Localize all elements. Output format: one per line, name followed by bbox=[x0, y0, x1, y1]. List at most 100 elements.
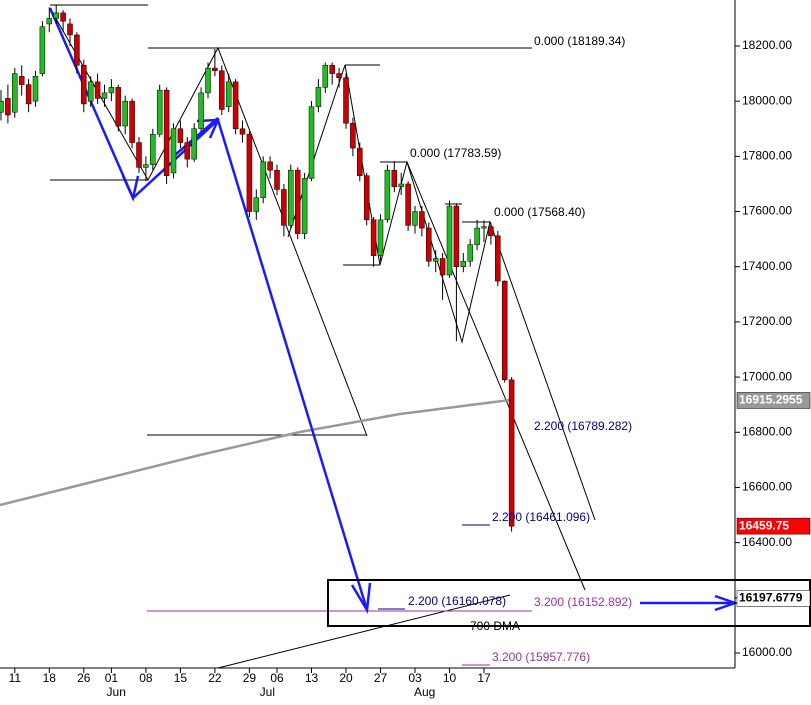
candle-body bbox=[101, 92, 108, 99]
candle-body bbox=[46, 18, 53, 25]
month-label: Jul bbox=[260, 685, 275, 699]
x-tick-label: 17 bbox=[477, 671, 491, 685]
x-tick-label: 20 bbox=[339, 671, 353, 685]
candle-body bbox=[308, 106, 315, 179]
annotation: 2.200 (16789.282) bbox=[534, 419, 632, 433]
candle-body bbox=[274, 169, 280, 190]
candle-body bbox=[357, 147, 363, 176]
candle-body bbox=[156, 89, 163, 135]
price-flag bbox=[736, 517, 811, 535]
candle-body bbox=[343, 77, 349, 124]
annotation: 700 DMA bbox=[470, 619, 520, 633]
candle-body bbox=[129, 100, 135, 143]
candle-body bbox=[446, 205, 453, 276]
candle-body bbox=[294, 169, 301, 234]
x-tick-label: 06 bbox=[270, 671, 284, 685]
candle-body bbox=[39, 26, 46, 74]
candle-body bbox=[412, 211, 418, 226]
candle-body bbox=[419, 211, 425, 229]
candle-body bbox=[239, 128, 246, 135]
candle-body bbox=[198, 92, 204, 130]
candle-body bbox=[336, 73, 342, 78]
candle-body bbox=[439, 258, 446, 276]
candle-body bbox=[81, 65, 87, 105]
candle-body bbox=[253, 197, 260, 212]
candle-body bbox=[453, 205, 460, 267]
candle-body bbox=[225, 81, 232, 107]
candle-body bbox=[163, 89, 170, 176]
candle-body bbox=[67, 23, 73, 36]
x-tick-label: 15 bbox=[174, 671, 188, 685]
candle-body bbox=[329, 65, 335, 74]
price-flag-label: 16197.6779 bbox=[739, 591, 803, 605]
candle-body bbox=[205, 67, 211, 94]
x-tick-label: 01 bbox=[105, 671, 119, 685]
candle-body bbox=[363, 175, 370, 221]
candle-body bbox=[501, 280, 508, 381]
candle-body bbox=[18, 76, 25, 85]
moving-average bbox=[0, 398, 511, 507]
y-tick-label: 17800.00 bbox=[742, 149, 792, 163]
candle-body bbox=[281, 189, 287, 226]
candle-body bbox=[25, 84, 32, 105]
candle-body bbox=[301, 178, 308, 234]
candle-body bbox=[5, 98, 11, 116]
x-tick-label: 26 bbox=[77, 671, 91, 685]
candle-body bbox=[115, 87, 122, 127]
candle-body bbox=[350, 122, 356, 149]
annotation: 2.200 (16461.096) bbox=[492, 510, 590, 524]
y-tick-label: 16600.00 bbox=[742, 480, 792, 494]
candle-body bbox=[267, 161, 273, 171]
candle-body bbox=[246, 134, 253, 212]
candle-body bbox=[53, 12, 59, 19]
y-tick-label: 17000.00 bbox=[742, 369, 792, 383]
candle-body bbox=[232, 81, 239, 130]
candle-body bbox=[384, 169, 391, 221]
y-tick-label: 18200.00 bbox=[742, 38, 792, 52]
candle-body bbox=[212, 67, 218, 72]
annotation: 3.200 (15957.776) bbox=[492, 650, 590, 664]
x-tick-label: 10 bbox=[443, 671, 457, 685]
candle-body bbox=[426, 227, 432, 262]
candle-body bbox=[0, 100, 4, 113]
candle-body bbox=[150, 134, 156, 165]
y-tick-label: 16800.00 bbox=[742, 424, 792, 438]
x-tick-label: 18 bbox=[43, 671, 57, 685]
candle-body bbox=[508, 379, 515, 527]
price-flag-label: 16915.2955 bbox=[739, 393, 803, 407]
annotation: 0.000 (17568.40) bbox=[494, 205, 585, 219]
candle-body bbox=[108, 87, 115, 94]
y-tick-label: 16400.00 bbox=[742, 535, 792, 549]
candle-body bbox=[488, 226, 494, 237]
y-tick-label: 17600.00 bbox=[742, 204, 792, 218]
candle-body bbox=[405, 183, 411, 226]
candle-body bbox=[170, 128, 177, 174]
candle-body bbox=[370, 219, 377, 256]
candle-body bbox=[460, 260, 467, 267]
candle-body bbox=[191, 128, 197, 160]
candle-body bbox=[322, 65, 329, 88]
candle-body bbox=[219, 70, 225, 110]
candle-body bbox=[467, 244, 473, 262]
candle-body bbox=[32, 76, 39, 102]
x-tick-label: 03 bbox=[408, 671, 422, 685]
candle-body bbox=[432, 258, 439, 262]
candle-body bbox=[87, 81, 94, 102]
candle-body bbox=[143, 164, 149, 168]
annotation: 0.000 (18189.34) bbox=[534, 34, 625, 48]
price-flag-label: 16459.75 bbox=[739, 518, 789, 532]
month-label: Aug bbox=[414, 685, 435, 699]
month-label: Jun bbox=[107, 685, 126, 699]
candle-body bbox=[377, 219, 384, 256]
y-tick-label: 18000.00 bbox=[742, 93, 792, 107]
annotation: 2.200 (16160.078) bbox=[408, 594, 506, 608]
candle-body bbox=[391, 169, 398, 187]
candle-body bbox=[122, 100, 128, 127]
candle-body bbox=[315, 87, 322, 107]
candle-body bbox=[12, 73, 18, 113]
blue-arrows bbox=[48, 7, 739, 614]
x-tick-label: 13 bbox=[305, 671, 319, 685]
x-tick-label: 29 bbox=[243, 671, 257, 685]
candle-body bbox=[474, 227, 480, 245]
